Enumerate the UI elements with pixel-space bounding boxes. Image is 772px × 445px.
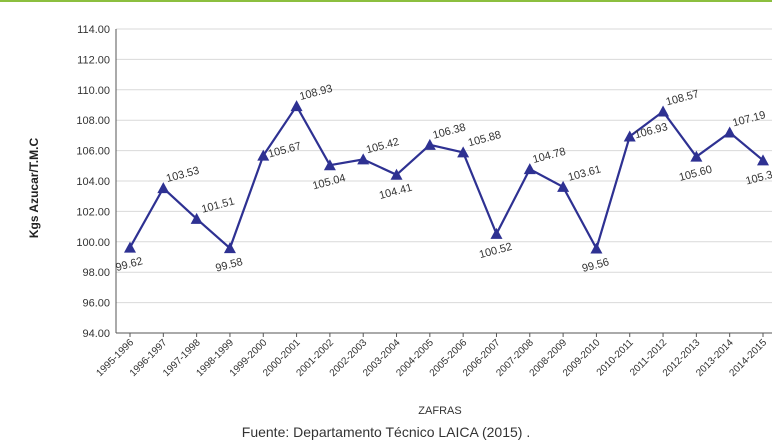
y-tick-label: 94.00: [82, 328, 110, 340]
data-point-marker: [623, 130, 636, 142]
y-tick-label: 100.00: [76, 237, 110, 249]
data-label: 105.04: [311, 172, 347, 192]
data-point-marker: [657, 105, 670, 117]
data-markers: [124, 100, 769, 254]
data-label: 107.19: [731, 109, 767, 129]
data-label: 101.51: [200, 195, 236, 215]
y-tick-label: 106.00: [76, 146, 110, 158]
y-axis-label: Kgs Azucar/T.M.C: [27, 138, 41, 239]
data-point-marker: [723, 126, 736, 138]
data-label: 108.93: [298, 83, 334, 103]
y-tick-label: 102.00: [76, 206, 110, 218]
x-axis-label: ZAFRAS: [418, 405, 461, 417]
data-point-marker: [257, 149, 270, 161]
y-tick-label: 98.00: [82, 267, 110, 279]
y-tick-label: 112.00: [77, 54, 110, 66]
data-point-marker: [190, 212, 203, 224]
data-point-marker: [157, 182, 170, 194]
data-point-marker: [757, 154, 769, 166]
sugar-yield-line-chart: 94.00 96.00 98.00 100.00 102.00 104.00 106.00 1…: [27, 24, 772, 417]
gridlines: [115, 28, 772, 334]
data-labels: 99.62103.53101.5199.58105.67108.93105.04…: [114, 83, 772, 275]
x-tick-labels: 1995-19961996-19971997-19981998-19991999…: [95, 333, 769, 379]
data-point-marker: [457, 146, 470, 158]
data-point-marker: [490, 227, 503, 239]
y-tick-label: 110.00: [77, 85, 110, 97]
y-tick-label: 114.00: [77, 24, 110, 36]
data-point-marker: [124, 241, 136, 253]
data-label: 103.53: [165, 165, 201, 185]
y-tick-labels: 94.00 96.00 98.00 100.00 102.00 104.00 106.00 1…: [76, 24, 110, 340]
data-label: 100.52: [478, 241, 514, 261]
data-label: 105.36: [744, 167, 772, 187]
data-point-marker: [423, 138, 436, 150]
source-caption: Fuente: Departamento Técnico LAICA (2015…: [241, 424, 531, 440]
top-accent-bar: [0, 0, 772, 2]
data-label: 104.41: [378, 182, 414, 202]
data-point-marker: [690, 150, 703, 162]
data-point-marker: [357, 153, 370, 165]
y-tick-label: 104.00: [76, 176, 110, 188]
data-point-marker: [323, 159, 336, 171]
data-label: 105.88: [467, 129, 503, 149]
data-label: 105.42: [365, 136, 401, 156]
data-label: 106.93: [633, 121, 669, 141]
y-tick-label: 96.00: [82, 298, 110, 310]
y-tick-label: 108.00: [76, 115, 110, 127]
data-point-marker: [523, 163, 536, 175]
data-label: 104.78: [531, 146, 567, 166]
data-label: 108.57: [665, 88, 701, 108]
data-label: 106.38: [432, 121, 468, 141]
data-point-marker: [590, 242, 603, 254]
data-point-marker: [223, 242, 236, 254]
data-point-marker: [390, 168, 403, 180]
data-point-marker: [557, 180, 570, 192]
data-point-marker: [290, 100, 303, 112]
series-line: [129, 103, 764, 252]
data-label: 99.62: [114, 255, 144, 274]
